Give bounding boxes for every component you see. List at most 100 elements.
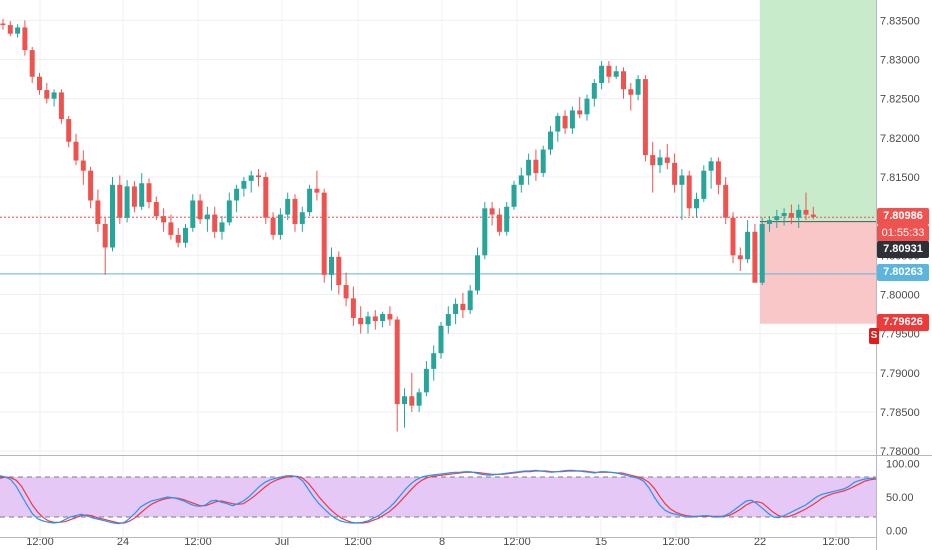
candle-body: [380, 314, 386, 322]
candle-body: [256, 175, 261, 177]
candle-body: [153, 202, 159, 217]
candle-body: [679, 175, 685, 185]
time-axis-label: 12:00: [822, 536, 850, 548]
candle-body: [599, 65, 605, 84]
candle-body: [423, 368, 429, 393]
candle-body: [416, 392, 422, 406]
candle-body: [482, 208, 488, 256]
candle-body: [226, 200, 232, 223]
candle-body: [58, 92, 64, 120]
stochastic-oscillator: [0, 455, 932, 525]
price-axis-tick: 7.82500: [880, 94, 920, 106]
candle-body: [664, 157, 670, 163]
candle-body: [796, 209, 802, 218]
candle-body: [66, 119, 72, 142]
candle-body: [569, 110, 575, 129]
candle-body: [591, 83, 597, 99]
candle-body: [321, 192, 327, 275]
candle-body: [548, 131, 553, 150]
candle-body: [44, 90, 50, 99]
candle-body: [248, 175, 254, 181]
candle-body: [394, 319, 400, 405]
candle-body: [212, 214, 218, 232]
candle-body: [540, 149, 546, 174]
candle-body: [314, 188, 320, 193]
candle-body: [175, 234, 181, 243]
stop-zone: [760, 221, 876, 324]
price-axis-tick: 7.80000: [880, 289, 920, 301]
candle-body: [263, 176, 269, 218]
time-axis-label: 12:00: [344, 536, 372, 548]
candle-body: [672, 162, 678, 185]
candle-body: [95, 200, 101, 224]
candle-body: [329, 256, 334, 275]
candle-body: [533, 159, 539, 174]
time-axis-label: Jul: [275, 536, 289, 548]
candle-body: [475, 255, 480, 291]
candle-body: [562, 115, 568, 129]
candle-body: [270, 217, 276, 235]
time-axis-label: 8: [439, 536, 445, 548]
candle-body: [139, 183, 145, 207]
target-zone: [760, 0, 876, 222]
time-axis-label: 24: [117, 536, 129, 548]
candle-body: [745, 231, 751, 260]
stop-price-label: 7.79626: [877, 314, 929, 331]
candle-body: [350, 298, 356, 318]
candle-body: [737, 255, 743, 260]
candle-body: [88, 170, 94, 201]
candle-body: [131, 186, 137, 207]
time-axis-label: 12:00: [503, 536, 531, 548]
long-position-tool[interactable]: [760, 0, 876, 324]
candle-body: [285, 198, 291, 215]
candle-body: [37, 76, 42, 91]
candle-body: [774, 216, 780, 221]
candle-body: [358, 317, 364, 325]
candle-body: [518, 175, 524, 185]
candle-body: [102, 223, 108, 248]
candle-body: [387, 314, 393, 320]
candle-body: [51, 92, 57, 99]
candle-body: [555, 115, 561, 132]
candle-body: [621, 71, 626, 90]
candle-body: [767, 220, 772, 224]
price-axis-tick: 7.83000: [880, 55, 920, 67]
candle-body: [694, 198, 699, 209]
price-axis-tick: 7.78000: [880, 446, 920, 458]
candle-body: [307, 188, 313, 213]
candle-body: [642, 79, 648, 156]
candle-body: [0, 23, 6, 26]
candle-body: [606, 65, 612, 77]
alert-icon[interactable]: S: [869, 328, 879, 344]
candle-body: [219, 222, 225, 232]
entry-price-label: 7.80931: [877, 241, 929, 258]
price-axis-tick: 7.81500: [880, 172, 920, 184]
candle-body: [584, 98, 590, 115]
candle-body: [628, 89, 634, 95]
candle-body: [526, 159, 532, 176]
stochastic-d-line: [0, 470, 877, 524]
candle-body: [117, 184, 123, 218]
candle-body: [759, 223, 765, 283]
horizontal-line-price-label: 7.80263: [877, 264, 929, 281]
price-axis-tick: 7.82000: [880, 133, 920, 145]
candle-body: [635, 79, 641, 95]
bar-countdown-label: 01:55:33: [877, 225, 929, 242]
candle-body: [577, 110, 583, 115]
candle-body: [372, 316, 378, 322]
oscillator-axis-tick: 50.00: [886, 492, 914, 504]
stochastic-k-line: [0, 469, 876, 525]
candle-body: [7, 25, 13, 34]
time-axis-label: 22: [754, 536, 766, 548]
candle-body: [781, 213, 787, 217]
candle-body: [336, 256, 342, 286]
candle-body: [241, 180, 247, 189]
candle-body: [73, 141, 79, 161]
candle-body: [701, 170, 707, 199]
candle-body: [80, 160, 86, 171]
candle-body: [650, 155, 656, 166]
oscillator-band: [0, 477, 876, 517]
candle-body: [22, 27, 28, 51]
price-axis-tick: 7.78500: [880, 407, 920, 419]
